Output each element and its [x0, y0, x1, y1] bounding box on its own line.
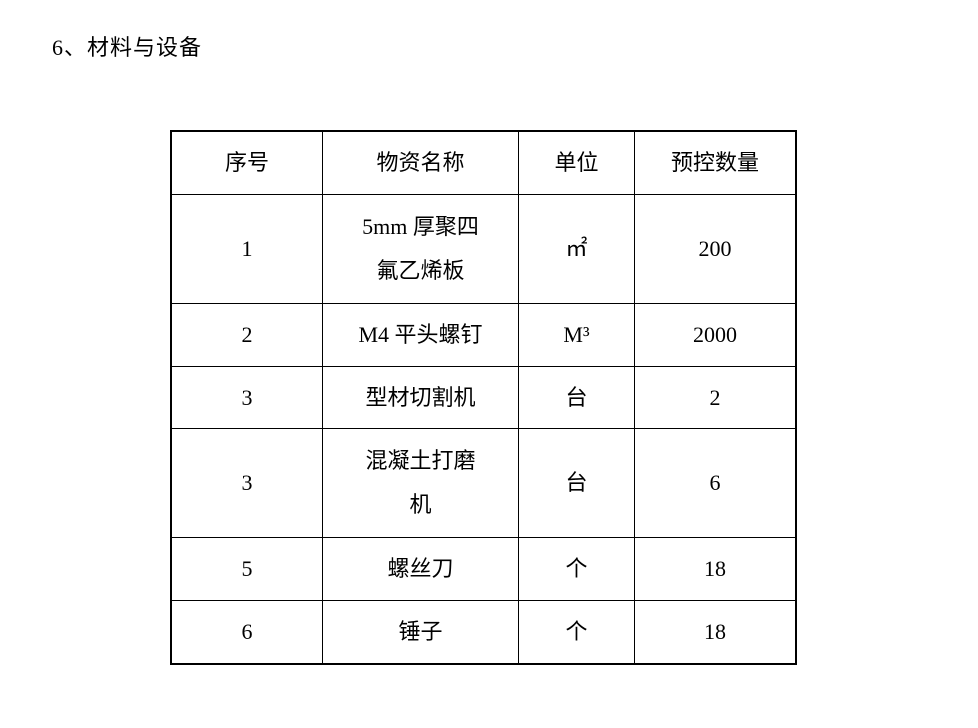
cell-unit: M³ — [519, 303, 635, 366]
table-row: 3混凝土打磨机台6 — [171, 429, 796, 538]
cell-name-line: 5mm 厚聚四 — [362, 205, 479, 249]
cell-name: 5mm 厚聚四氟乙烯板 — [323, 194, 519, 303]
table-body: 15mm 厚聚四氟乙烯板㎡2002M4 平头螺钉M³20003型材切割机台23混… — [171, 194, 796, 664]
cell-name-line: 机 — [409, 483, 431, 527]
cell-name: M4 平头螺钉 — [323, 303, 519, 366]
cell-seq: 2 — [171, 303, 323, 366]
cell-name-line: 混凝土打磨 — [365, 439, 475, 483]
cell-name: 锤子 — [323, 601, 519, 664]
cell-name: 螺丝刀 — [323, 538, 519, 601]
table-row: 6锤子个18 — [171, 601, 796, 664]
materials-table: 序号 物资名称 单位 预控数量 15mm 厚聚四氟乙烯板㎡2002M4 平头螺钉… — [170, 130, 797, 665]
cell-qty: 18 — [635, 601, 797, 664]
cell-name-lines: 5mm 厚聚四氟乙烯板 — [323, 205, 518, 293]
cell-name-lines: 混凝土打磨机 — [323, 439, 518, 527]
table-row: 5螺丝刀个18 — [171, 538, 796, 601]
cell-qty: 2 — [635, 366, 797, 429]
table-row: 3型材切割机台2 — [171, 366, 796, 429]
col-header-qty: 预控数量 — [635, 131, 797, 194]
cell-seq: 3 — [171, 429, 323, 538]
section-heading: 6、材料与设备 — [52, 30, 202, 62]
cell-name: 混凝土打磨机 — [323, 429, 519, 538]
col-header-name: 物资名称 — [323, 131, 519, 194]
materials-table-wrap: 序号 物资名称 单位 预控数量 15mm 厚聚四氟乙烯板㎡2002M4 平头螺钉… — [170, 130, 797, 665]
table-row: 15mm 厚聚四氟乙烯板㎡200 — [171, 194, 796, 303]
table-row: 2M4 平头螺钉M³2000 — [171, 303, 796, 366]
cell-unit: ㎡ — [519, 194, 635, 303]
cell-seq: 3 — [171, 366, 323, 429]
cell-seq: 5 — [171, 538, 323, 601]
cell-unit: 台 — [519, 429, 635, 538]
table-header-row: 序号 物资名称 单位 预控数量 — [171, 131, 796, 194]
cell-name: 型材切割机 — [323, 366, 519, 429]
cell-unit: 个 — [519, 601, 635, 664]
cell-unit: 个 — [519, 538, 635, 601]
cell-qty: 6 — [635, 429, 797, 538]
page: 6、材料与设备 序号 物资名称 单位 预控数量 15mm 厚聚四氟乙烯板㎡200… — [0, 0, 978, 728]
col-header-seq: 序号 — [171, 131, 323, 194]
cell-qty: 200 — [635, 194, 797, 303]
cell-unit: 台 — [519, 366, 635, 429]
cell-seq: 1 — [171, 194, 323, 303]
col-header-unit: 单位 — [519, 131, 635, 194]
cell-seq: 6 — [171, 601, 323, 664]
cell-name-line: 氟乙烯板 — [376, 249, 464, 293]
cell-qty: 18 — [635, 538, 797, 601]
cell-qty: 2000 — [635, 303, 797, 366]
